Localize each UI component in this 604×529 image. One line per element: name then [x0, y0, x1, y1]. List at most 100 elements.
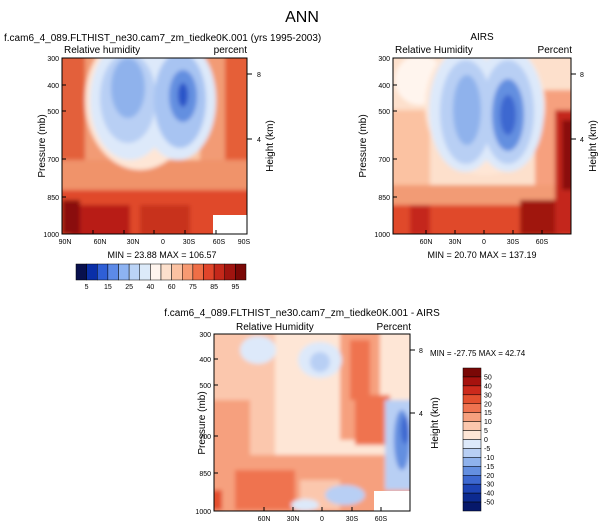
- colorbar-diff-label: 15: [484, 410, 492, 417]
- panel-model-height-ticks: 8 4: [247, 72, 261, 144]
- colorbar-main-label: 95: [231, 284, 239, 291]
- svg-text:8: 8: [580, 72, 584, 79]
- colorbar-main-swatch: [107, 263, 119, 281]
- panel-diff-y-ticks: 300 400 500 700 850 1000: [195, 332, 218, 516]
- colorbar-diff-swatch: [462, 466, 482, 476]
- svg-text:4: 4: [580, 137, 584, 144]
- colorbar-diff-label: 20: [484, 401, 492, 408]
- svg-text:300: 300: [378, 56, 390, 63]
- colorbar-main-swatch: [160, 263, 172, 281]
- svg-text:4: 4: [257, 137, 261, 144]
- colorbar-main-swatch: [203, 263, 215, 281]
- colorbar-main-label: 5: [85, 284, 89, 291]
- svg-text:30N: 30N: [127, 239, 140, 246]
- colorbar-diff-swatch: [462, 475, 482, 485]
- colorbar-diff-swatch: [462, 457, 482, 467]
- colorbar-diff-label: -50: [484, 500, 494, 507]
- colorbar-diff-swatch: [462, 403, 482, 413]
- panel-airs-field: [393, 58, 571, 234]
- svg-text:700: 700: [199, 434, 211, 441]
- panel-airs-title: AIRS: [470, 32, 494, 43]
- colorbar-main: 5 15 25 40 60 75 85 95: [75, 263, 247, 291]
- colorbar-diff-swatch: [462, 367, 482, 378]
- colorbar-diff-label: 10: [484, 419, 492, 426]
- svg-text:0: 0: [161, 239, 165, 246]
- colorbar-diff-swatch: [462, 376, 482, 387]
- svg-text:850: 850: [378, 195, 390, 202]
- svg-text:90N: 90N: [59, 239, 72, 246]
- panel-diff-field: [214, 334, 410, 511]
- colorbar-main-label: 15: [104, 284, 112, 291]
- colorbar-diff-swatch: [462, 412, 482, 422]
- svg-text:1000: 1000: [195, 509, 211, 516]
- colorbar-main-swatch: [97, 263, 109, 281]
- colorbar-main-swatch: [128, 263, 140, 281]
- colorbar-diff-label: 0: [484, 437, 488, 444]
- colorbar-main-swatch: [171, 263, 183, 281]
- panel-model-left-label: Relative humidity: [64, 45, 140, 56]
- panel-airs-x-ticks: 60N 30N 0 30S 60S: [420, 230, 549, 246]
- colorbar-main-swatch: [235, 263, 247, 281]
- colorbar-diff-swatch: [462, 430, 482, 440]
- panel-airs-ylabel: Pressure (mb): [358, 114, 369, 177]
- svg-text:0: 0: [482, 239, 486, 246]
- colorbar-main-label: 40: [146, 284, 154, 291]
- svg-text:700: 700: [47, 157, 59, 164]
- svg-text:400: 400: [199, 357, 211, 364]
- svg-text:500: 500: [378, 109, 390, 116]
- panel-diff-y2label: Height (km): [430, 397, 441, 449]
- svg-text:500: 500: [199, 383, 211, 390]
- colorbar-diff-label: -20: [484, 473, 494, 480]
- svg-text:850: 850: [199, 471, 211, 478]
- colorbar-main-swatch: [118, 263, 130, 281]
- colorbar-diff-label: -40: [484, 491, 494, 498]
- svg-text:30S: 30S: [346, 516, 359, 523]
- svg-text:1000: 1000: [43, 232, 59, 239]
- colorbar-main-label: 60: [168, 284, 176, 291]
- svg-text:60S: 60S: [213, 239, 226, 246]
- panel-airs: AIRS Relative Humidity Percent: [358, 32, 599, 260]
- colorbar-main-swatch: [75, 263, 87, 281]
- colorbar-diff-label: 5: [484, 428, 488, 435]
- panel-model-ylabel: Pressure (mb): [37, 114, 48, 177]
- panel-model-x-ticks: 90N 60N 30N 0 30S 60S 90S: [59, 230, 251, 246]
- svg-text:500: 500: [47, 109, 59, 116]
- panel-diff: f.cam6_4_089.FLTHIST_ne30.cam7_zm_tiedke…: [164, 308, 525, 523]
- svg-text:60S: 60S: [375, 516, 388, 523]
- svg-text:90S: 90S: [238, 239, 251, 246]
- colorbar-main-label: 75: [189, 284, 197, 291]
- panel-airs-height-ticks: 8 4: [571, 72, 584, 144]
- colorbar-diff-swatch: [462, 394, 482, 404]
- colorbar-diff-swatch: [462, 439, 482, 449]
- svg-text:60N: 60N: [94, 239, 107, 246]
- svg-text:700: 700: [378, 157, 390, 164]
- colorbar-diff-label: 40: [484, 383, 492, 390]
- colorbar-main-swatch: [150, 263, 162, 281]
- colorbar-main-label: 85: [210, 284, 218, 291]
- colorbar-diff-label: -10: [484, 455, 494, 462]
- panel-diff-ylabel: Pressure (mb): [197, 391, 208, 454]
- panel-airs-right-label: Percent: [538, 45, 573, 56]
- colorbar-main-label: 25: [125, 284, 133, 291]
- colorbar-main-swatch: [139, 263, 151, 281]
- colorbar-diff-swatch: [462, 448, 482, 458]
- panel-airs-left-label: Relative Humidity: [395, 45, 473, 56]
- svg-text:0: 0: [320, 516, 324, 523]
- colorbar-main-swatch: [182, 263, 194, 281]
- svg-text:60N: 60N: [258, 516, 271, 523]
- colorbar-main-swatch: [192, 263, 204, 281]
- panel-diff-right-label: Percent: [377, 322, 412, 333]
- svg-text:400: 400: [47, 83, 59, 90]
- svg-text:30S: 30S: [183, 239, 196, 246]
- colorbar-main-swatch: [86, 263, 98, 281]
- svg-text:4: 4: [419, 411, 423, 418]
- svg-text:30N: 30N: [287, 516, 300, 523]
- svg-text:300: 300: [199, 332, 211, 339]
- colorbar-diff-swatch: [462, 501, 482, 512]
- svg-text:8: 8: [257, 72, 261, 79]
- panel-model-title: f.cam6_4_089.FLTHIST_ne30.cam7_zm_tiedke…: [4, 33, 321, 44]
- panel-diff-x-ticks: 60N 30N 0 30S 60S: [258, 507, 388, 523]
- panel-airs-y-ticks: 300 400 500 700 850 1000: [374, 56, 397, 239]
- svg-text:1000: 1000: [374, 232, 390, 239]
